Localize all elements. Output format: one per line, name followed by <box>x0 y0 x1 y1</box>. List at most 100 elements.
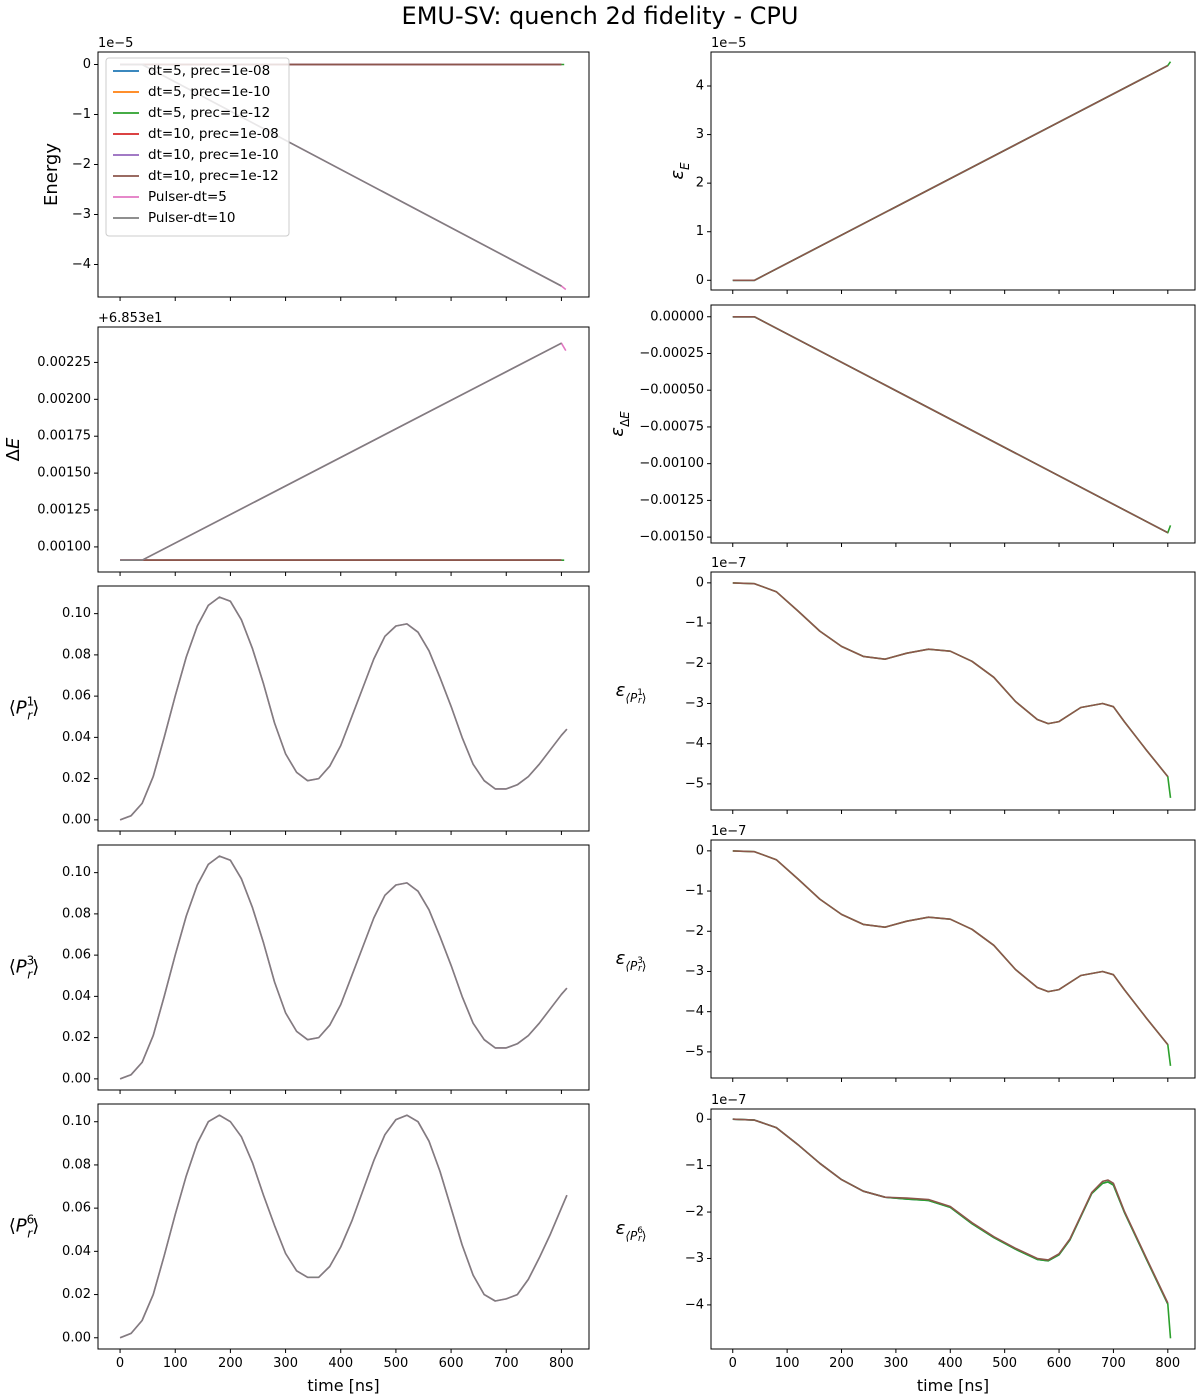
y-tick-label: 1 <box>696 224 704 239</box>
subplot-left-3: 0.00 0.02 0.04 0.06 0.08 0.10 ⟨P1 r⟩ <box>9 585 590 835</box>
y-tick-label: −0.00025 <box>639 346 704 361</box>
series-group <box>120 342 567 562</box>
series-group <box>119 1114 568 1339</box>
y-tick-label: 0.02 <box>62 1030 91 1045</box>
y-tick-label: 0 <box>696 273 704 288</box>
legend-item: dt=10, prec=1e-10 <box>113 147 279 163</box>
y-tick-label: 0.00125 <box>37 503 91 518</box>
series-line <box>732 61 1172 282</box>
series-line <box>119 1114 568 1339</box>
y-axis-label: ε⟨P1 r⟩ <box>616 680 647 706</box>
y-tick-label: 0.00225 <box>37 355 91 370</box>
x-tick-label: 300 <box>273 1356 298 1371</box>
y-tick-label: 0.00 <box>62 1330 91 1345</box>
y-tick-label: 0.04 <box>62 989 91 1004</box>
x-tick-label: 200 <box>218 1356 243 1371</box>
series-group <box>119 596 568 821</box>
x-tick-label: 400 <box>328 1356 353 1371</box>
figure-title: EMU-SV: quench 2d fidelity - CPU <box>401 2 799 30</box>
y-tick-label: −1 <box>72 107 91 122</box>
series-line <box>732 315 1169 534</box>
x-tick-label: 800 <box>1155 1356 1180 1371</box>
y-tick-label: 0.10 <box>62 606 91 621</box>
subplot-right-4: 0 −1 −2 −3 −4 −5 1e−7 ε⟨P3 r⟩ <box>616 824 1196 1082</box>
series-line <box>120 342 562 562</box>
axes-frame <box>710 304 1196 544</box>
axes-frame <box>97 585 590 832</box>
y-tick-label: −4 <box>685 1004 704 1019</box>
series-line <box>732 850 1169 1046</box>
y-tick-label: 0.06 <box>62 689 91 704</box>
axes-frame <box>97 1103 590 1350</box>
x-tick-label: 700 <box>1101 1356 1126 1371</box>
subplot-right-3: 0 −1 −2 −3 −4 −5 1e−7 ε⟨P1 r⟩ <box>616 556 1196 814</box>
x-tick-label: 400 <box>938 1356 963 1371</box>
y-tick-label: 0.00 <box>62 1071 91 1086</box>
y-tick-label: −2 <box>72 157 91 172</box>
y-tick-label: 0.00150 <box>37 466 91 481</box>
legend-label: dt=10, prec=1e-08 <box>148 126 279 142</box>
x-tick-label: 0 <box>729 1356 737 1371</box>
y-axis-label: ⟨P6 r⟩ <box>9 1212 40 1240</box>
x-tick-label: 300 <box>883 1356 908 1371</box>
legend-item: Pulser-dt=10 <box>113 210 235 226</box>
y-axis-label: εE <box>667 162 692 180</box>
y-tick-label: 0 <box>696 575 704 590</box>
y-tick-label: 2 <box>696 176 704 191</box>
y-tick-label: −1 <box>685 884 704 899</box>
y-axis-label: ε⟨P6 r⟩ <box>616 1218 647 1244</box>
y-tick-label: −4 <box>685 736 704 751</box>
y-tick-label: −3 <box>685 1251 704 1266</box>
series-line <box>732 64 1169 282</box>
y-axis-label: ⟨P1 r⟩ <box>9 694 40 722</box>
y-tick-label: −1 <box>685 1158 704 1173</box>
y-axis-label: ⟨P3 r⟩ <box>9 953 40 981</box>
x-axis-label: time [ns] <box>917 1376 989 1395</box>
series-group <box>732 582 1172 799</box>
y-axis-label: εΔE <box>607 411 632 437</box>
axis-offset-text: 1e−5 <box>711 36 746 51</box>
series-line <box>732 1118 1169 1304</box>
y-tick-label: 0.02 <box>62 771 91 786</box>
x-tick-label: 500 <box>992 1356 1017 1371</box>
legend-label: dt=5, prec=1e-08 <box>148 63 270 79</box>
y-tick-label: −2 <box>685 656 704 671</box>
series-line <box>732 582 1169 778</box>
series-group <box>119 855 568 1080</box>
x-tick-label: 700 <box>494 1356 519 1371</box>
y-axis-label: ε⟨P3 r⟩ <box>616 948 647 974</box>
axis-offset-text: 1e−7 <box>711 824 746 839</box>
legend-item: dt=10, prec=1e-08 <box>113 126 279 142</box>
x-tick-label: 800 <box>549 1356 574 1371</box>
series-line <box>732 1118 1172 1339</box>
subplot-right-5: 0 −1 −2 −3 −4 0 100 200 300 400 500 600 700 800 1e−7 ε⟨… <box>616 1093 1196 1395</box>
y-tick-label: −4 <box>72 257 91 272</box>
series-line <box>119 1114 568 1339</box>
series-line <box>732 315 1169 534</box>
y-tick-label: 0.08 <box>62 647 91 662</box>
x-tick-label: 500 <box>383 1356 408 1371</box>
y-tick-label: 0 <box>696 843 704 858</box>
axes-frame <box>710 51 1196 291</box>
series-line <box>119 855 568 1080</box>
y-tick-label: −3 <box>72 207 91 222</box>
y-tick-label: 0.04 <box>62 1244 91 1259</box>
subplot-left-5: 0.00 0.02 0.04 0.06 0.08 0.10 0 100 200 300 400 500… <box>9 1103 590 1395</box>
series-line <box>732 64 1169 282</box>
legend-item: Pulser-dt=5 <box>113 189 227 205</box>
y-tick-label: 0.08 <box>62 906 91 921</box>
legend-label: dt=5, prec=1e-12 <box>148 105 270 121</box>
y-tick-label: −0.00075 <box>639 419 704 434</box>
x-tick-label: 0 <box>116 1356 124 1371</box>
series-group <box>732 1118 1172 1339</box>
y-tick-label: 0 <box>83 57 91 72</box>
series-line <box>732 582 1172 799</box>
x-tick-label: 600 <box>439 1356 464 1371</box>
y-tick-label: 4 <box>696 79 704 94</box>
y-tick-label: 0.02 <box>62 1287 91 1302</box>
legend-label: Pulser-dt=5 <box>148 189 227 205</box>
axis-offset-text: 1e−5 <box>98 36 133 51</box>
y-tick-label: −2 <box>685 1205 704 1220</box>
legend-box <box>105 57 290 237</box>
